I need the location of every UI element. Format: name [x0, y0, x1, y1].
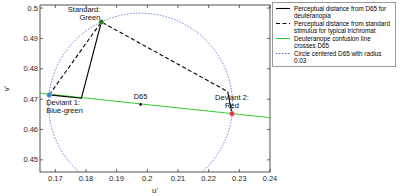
legend-swatch — [275, 35, 291, 42]
point-label: Green — [79, 13, 100, 22]
y-tick — [267, 38, 270, 39]
legend-line — [276, 38, 290, 39]
legend-swatch — [275, 20, 291, 27]
x-tick — [208, 5, 209, 8]
x-tick-label: 0.22 — [201, 174, 216, 183]
x-tick — [147, 169, 148, 172]
x-tick — [116, 5, 117, 8]
x-tick — [55, 5, 56, 8]
x-tick — [239, 169, 240, 172]
legend-entry: Circle centered D65 with radius 0.03 — [275, 50, 393, 64]
point — [139, 103, 142, 106]
radius-circle — [49, 13, 233, 172]
legend-text: Circle centered D65 with radius 0.03 — [294, 50, 393, 64]
x-tick — [86, 169, 87, 172]
x-tick-label: 0.17 — [48, 174, 63, 183]
y-tick — [267, 99, 270, 100]
chart-root: 0.17 0.18 0.19 0.2 0.21 0.22 0.23 0.24 0.45 0.46 0… — [0, 0, 400, 196]
y-tick — [40, 68, 43, 69]
series-line — [49, 22, 227, 95]
point — [47, 92, 52, 97]
y-tick-label: 0.48 — [23, 64, 38, 73]
y-tick-label: 0.49 — [23, 34, 38, 43]
legend-swatch — [275, 5, 291, 12]
y-tick-label: 0.47 — [23, 95, 38, 104]
legend-line — [276, 8, 290, 9]
x-tick-label: 0.19 — [109, 174, 124, 183]
y-tick — [267, 159, 270, 160]
x-tick-label: 0.2 — [142, 174, 152, 183]
x-tick — [178, 169, 179, 172]
legend-entry: Deuteranope confusion line crosses D65 — [275, 35, 393, 49]
legend: Perceptual distance from D65 for deutera… — [272, 2, 396, 67]
point-label: Blue-green — [46, 106, 83, 115]
x-tick — [208, 169, 209, 172]
y-tick — [40, 38, 43, 39]
x-axis-label: u' — [152, 186, 158, 195]
x-tick-label: 0.23 — [232, 174, 247, 183]
y-tick-label: 0.45 — [23, 155, 38, 164]
y-axis-label: v' — [2, 85, 11, 91]
legend-text: Perceptual distance from D65 for deutera… — [294, 5, 393, 19]
legend-text: Deuteranope confusion line crosses D65 — [294, 35, 393, 49]
point-label: Red — [225, 101, 239, 110]
legend-line — [276, 53, 290, 54]
x-tick — [239, 5, 240, 8]
y-tick — [267, 129, 270, 130]
series-line — [40, 92, 270, 118]
legend-text: Perceptual distance from standard stimul… — [294, 20, 393, 34]
x-tick — [147, 5, 148, 8]
point — [229, 111, 234, 116]
legend-entry: Perceptual distance from D65 for deutera… — [275, 5, 393, 19]
y-tick — [267, 8, 270, 9]
point-label: D65 — [134, 92, 148, 101]
legend-swatch — [275, 50, 291, 57]
legend-entry: Perceptual distance from standard stimul… — [275, 20, 393, 34]
x-tick — [270, 169, 271, 172]
y-tick — [40, 99, 43, 100]
y-tick-label: 0.5 — [28, 4, 38, 13]
legend-line — [276, 23, 290, 24]
plot-frame — [40, 5, 270, 172]
x-tick — [178, 5, 179, 8]
y-tick — [40, 159, 43, 160]
x-tick-label: 0.24 — [263, 174, 278, 183]
x-tick — [116, 169, 117, 172]
x-tick-label: 0.21 — [171, 174, 186, 183]
x-tick — [55, 169, 56, 172]
y-tick — [267, 68, 270, 69]
y-tick — [40, 8, 43, 9]
x-tick — [270, 5, 271, 8]
y-tick-label: 0.46 — [23, 125, 38, 134]
plot-marks — [40, 13, 270, 172]
y-tick — [40, 129, 43, 130]
x-tick-label: 0.18 — [79, 174, 94, 183]
